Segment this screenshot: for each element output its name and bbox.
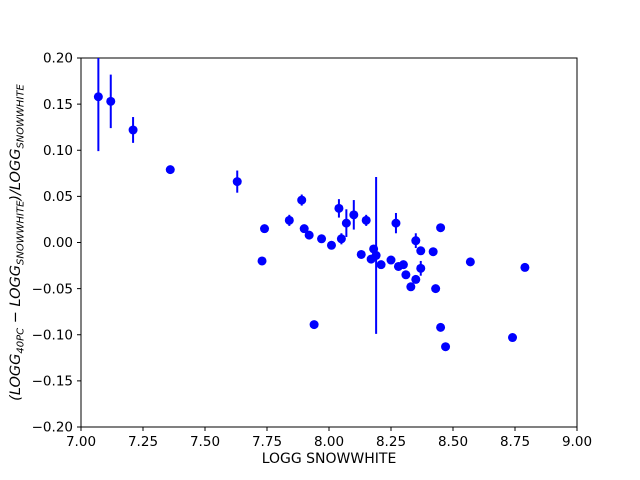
data-point	[401, 270, 411, 280]
y-tick-label: 0.05	[43, 189, 73, 205]
data-point	[232, 177, 242, 187]
data-point	[398, 260, 408, 270]
data-point	[406, 282, 416, 292]
data-point	[106, 96, 116, 106]
data-point	[520, 262, 530, 272]
data-point	[309, 320, 319, 330]
data-point	[428, 247, 438, 257]
data-point	[416, 263, 426, 273]
data-point	[391, 218, 401, 228]
data-point	[284, 215, 294, 225]
data-point	[341, 218, 351, 228]
y-tick-label: −0.10	[32, 327, 73, 343]
data-point	[508, 333, 518, 343]
y-tick-label: 0.20	[43, 51, 73, 67]
data-point	[411, 236, 421, 246]
x-tick-label: 7.75	[252, 434, 282, 450]
x-axis-label: LOGG SNOWWHITE	[262, 451, 397, 467]
data-point	[128, 125, 138, 135]
data-point	[304, 230, 314, 240]
data-point	[326, 240, 336, 250]
data-point	[165, 165, 175, 175]
x-tick-label: 7.00	[66, 434, 96, 450]
data-point	[361, 215, 371, 225]
y-tick-label: −0.15	[32, 374, 73, 390]
data-point	[416, 246, 426, 256]
data-point	[376, 260, 386, 270]
data-point	[93, 92, 103, 102]
data-point	[257, 256, 267, 266]
data-point	[260, 224, 270, 234]
data-point	[441, 342, 451, 352]
y-tick-label: −0.05	[32, 281, 73, 297]
data-point	[336, 234, 346, 244]
data-point	[299, 224, 309, 234]
y-tick-label: 0.10	[43, 143, 73, 159]
x-tick-label: 7.25	[128, 434, 158, 450]
data-point	[386, 255, 396, 265]
x-tick-label: 8.25	[376, 434, 406, 450]
data-point	[431, 284, 441, 294]
x-tick-label: 7.50	[190, 434, 220, 450]
data-point	[436, 322, 446, 332]
y-tick-label: 0.00	[43, 235, 73, 251]
x-tick-label: 9.00	[562, 434, 592, 450]
data-point	[436, 223, 446, 233]
data-point	[349, 210, 359, 220]
x-tick-label: 8.50	[438, 434, 468, 450]
y-axis-label: (LOGG40PC − LOGGSNOWWHITE)/LOGGSNOWWHITE	[8, 83, 27, 400]
x-tick-label: 8.75	[500, 434, 530, 450]
data-point	[297, 195, 307, 205]
data-point	[334, 203, 344, 213]
data-point	[465, 257, 475, 267]
data-point	[411, 274, 421, 284]
x-tick-label: 8.00	[314, 434, 344, 450]
y-tick-label: 0.15	[43, 97, 73, 113]
data-point	[366, 254, 376, 264]
data-point	[317, 234, 327, 244]
data-point	[356, 249, 366, 259]
y-tick-label: −0.20	[32, 420, 73, 436]
